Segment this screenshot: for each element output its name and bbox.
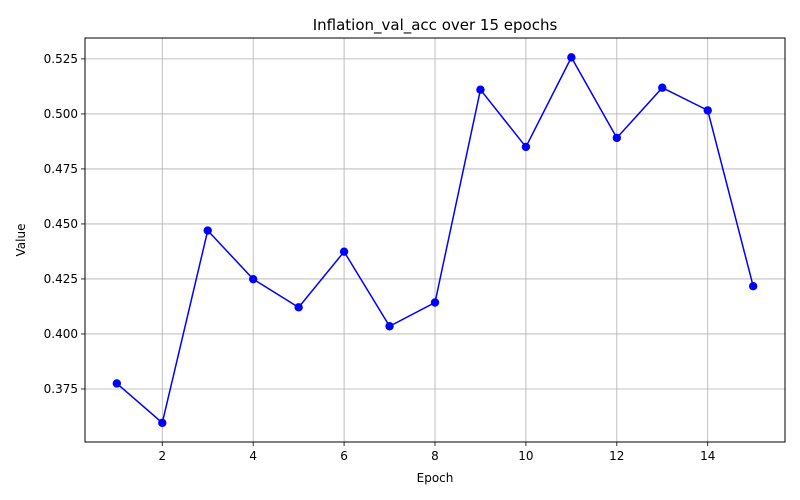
axis-ticks: 2 4 6 8 10 12 14 0.375 0.400 0.425 0.450 0.475 0.500… bbox=[44, 52, 716, 463]
data-point bbox=[294, 303, 303, 312]
series-layer bbox=[112, 53, 758, 428]
data-point bbox=[203, 226, 212, 235]
data-point bbox=[567, 53, 576, 62]
data-point bbox=[339, 247, 349, 256]
y-tick-label: 0.375 bbox=[44, 382, 78, 396]
data-point bbox=[612, 133, 622, 143]
data-point bbox=[385, 322, 394, 331]
x-tick-label: 2 bbox=[158, 449, 166, 463]
x-tick-label: 6 bbox=[340, 449, 348, 463]
x-tick-label: 10 bbox=[518, 449, 533, 463]
data-point bbox=[248, 274, 258, 284]
data-point bbox=[158, 418, 167, 428]
y-tick-label: 0.400 bbox=[44, 327, 78, 341]
data-point bbox=[748, 282, 758, 291]
x-tick-label: 12 bbox=[609, 449, 624, 463]
data-point bbox=[112, 379, 122, 388]
y-tick-label: 0.475 bbox=[44, 162, 78, 176]
x-tick-label: 14 bbox=[700, 449, 715, 463]
plot-frame bbox=[84, 37, 786, 443]
x-tick-label: 4 bbox=[249, 449, 257, 463]
data-point bbox=[658, 83, 667, 92]
y-tick-label: 0.500 bbox=[44, 107, 78, 121]
y-tick-label: 0.425 bbox=[44, 272, 78, 286]
chart-title: Inflation_val_acc over 15 epochs bbox=[313, 16, 558, 35]
grid-lines bbox=[85, 38, 785, 442]
data-point bbox=[430, 298, 440, 307]
y-axis-label: Value bbox=[14, 224, 28, 257]
x-tick-label: 8 bbox=[431, 449, 439, 463]
y-tick-label: 0.450 bbox=[44, 217, 78, 231]
data-point bbox=[703, 106, 712, 115]
data-point bbox=[476, 85, 485, 94]
x-axis-label: Epoch bbox=[417, 471, 454, 485]
data-point bbox=[521, 142, 531, 152]
y-tick-label: 0.525 bbox=[44, 52, 78, 66]
